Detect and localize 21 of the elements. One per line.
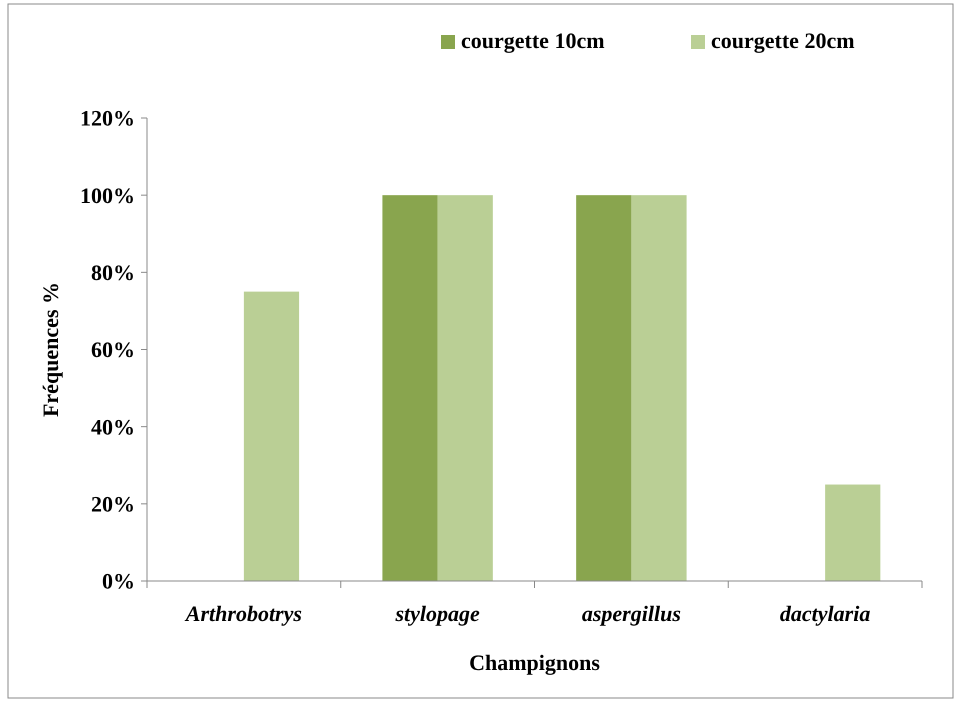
x-tick-label: aspergillus: [582, 601, 681, 626]
bar: [631, 195, 687, 581]
bar: [438, 195, 493, 581]
bar: [244, 292, 300, 581]
bar: [576, 195, 632, 581]
x-tick-label: stylopage: [394, 601, 480, 626]
y-tick-label: 60%: [91, 337, 135, 362]
x-axis-title: Champignons: [469, 650, 600, 675]
x-tick-label: Arthrobotrys: [184, 601, 302, 626]
legend-label: courgette 20cm: [711, 28, 855, 53]
y-tick-label: 120%: [80, 106, 135, 131]
y-tick-label: 40%: [91, 414, 135, 440]
x-tick-label: dactylaria: [780, 601, 870, 626]
bar: [825, 484, 880, 581]
bar: [382, 195, 438, 581]
y-tick-label: 0%: [102, 568, 135, 594]
y-tick-label: 20%: [91, 492, 135, 517]
y-axis-title: Fréquences %: [38, 282, 63, 418]
legend-label: courgette 10cm: [461, 28, 605, 53]
y-tick-label: 80%: [91, 260, 135, 286]
y-tick-label: 100%: [80, 182, 135, 208]
